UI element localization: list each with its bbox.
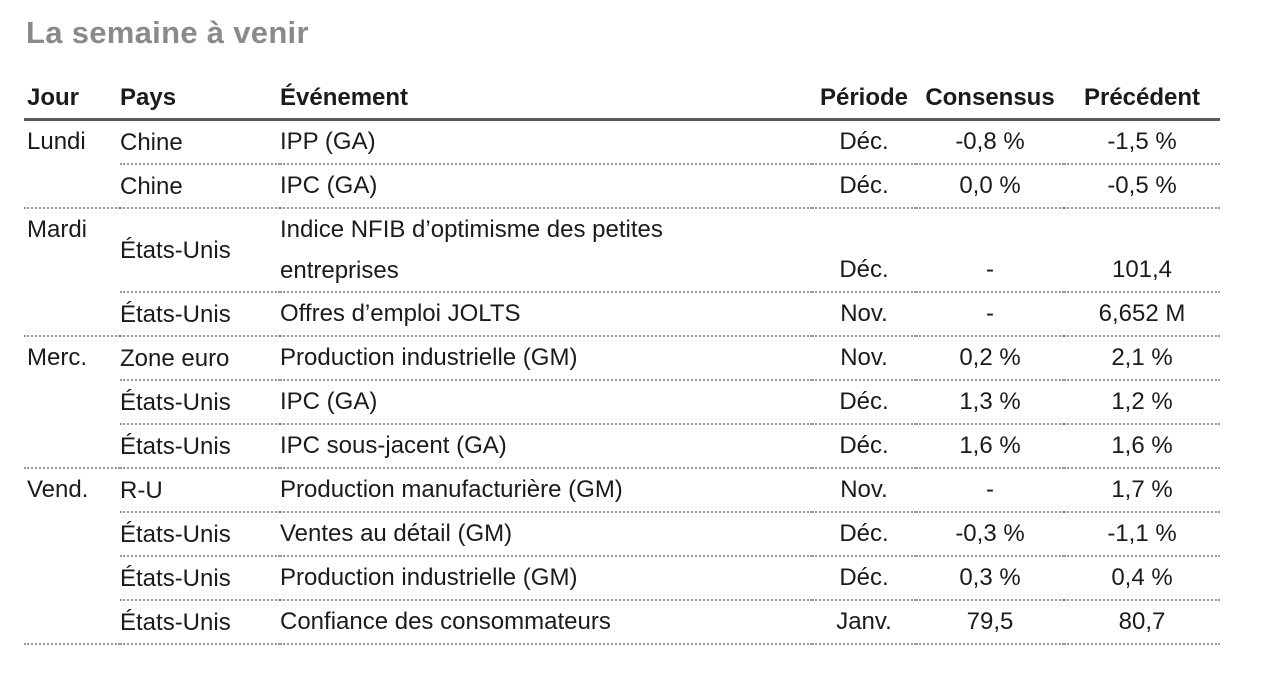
cell-jour bbox=[24, 600, 120, 645]
cell-periode: Déc. bbox=[812, 208, 916, 293]
cell-pays: États-Unis bbox=[120, 512, 280, 557]
cell-precedent: 2,1 % bbox=[1064, 336, 1220, 381]
column-header-evenement: Événement bbox=[280, 64, 812, 121]
cell-jour: Mardi bbox=[27, 216, 88, 243]
cell-jour bbox=[24, 512, 120, 556]
cell-precedent: 101,4 bbox=[1064, 208, 1220, 293]
cell-periode: Déc. bbox=[812, 512, 916, 557]
cell-evenement: Indice NFIB d’optimisme des petites entr… bbox=[280, 208, 812, 293]
event-row: Mardi États-Unis Indice NFIB d’optimisme d… bbox=[24, 208, 1220, 293]
event-row: États-Unis Production industrielle (GM) Dé… bbox=[24, 556, 1220, 601]
event-row: États-Unis IPC sous-jacent (GA) Déc. 1,6 % 1… bbox=[24, 424, 1220, 469]
column-header-pays: Pays bbox=[120, 64, 280, 121]
cell-pays: Chine bbox=[120, 119, 280, 165]
cell-consensus: 0,0 % bbox=[916, 164, 1064, 209]
cell-consensus: 0,2 % bbox=[916, 336, 1064, 381]
cell-evenement: Production manufacturière (GM) bbox=[280, 468, 812, 513]
cell-periode: Déc. bbox=[812, 380, 916, 425]
cell-pays: États-Unis bbox=[120, 208, 280, 293]
cell-jour bbox=[24, 292, 120, 337]
column-header-consensus: Consensus bbox=[916, 64, 1064, 121]
event-row: Chine IPC (GA) Déc. 0,0 % -0,5 % bbox=[24, 164, 1220, 209]
cell-pays: États-Unis bbox=[120, 424, 280, 469]
cell-periode: Déc. bbox=[812, 556, 916, 601]
table-header-row: Jour Pays Événement Période Consensus Pr… bbox=[24, 64, 1220, 121]
cell-periode: Déc. bbox=[812, 119, 916, 165]
event-row: États-Unis Confiance des consommateurs Jan… bbox=[24, 600, 1220, 645]
cell-periode: Déc. bbox=[812, 164, 916, 209]
cell-pays: États-Unis bbox=[120, 292, 280, 337]
cell-consensus: 79,5 bbox=[916, 600, 1064, 645]
cell-periode: Nov. bbox=[812, 292, 916, 337]
cell-evenement: Ventes au détail (GM) bbox=[280, 512, 812, 557]
cell-pays: Zone euro bbox=[120, 336, 280, 381]
cell-precedent: 1,2 % bbox=[1064, 380, 1220, 425]
cell-pays: R-U bbox=[120, 468, 280, 513]
page-title: La semaine à venir bbox=[26, 15, 309, 50]
cell-jour: Lundi bbox=[27, 128, 86, 155]
cell-consensus: -0,8 % bbox=[916, 119, 1064, 165]
cell-evenement: IPC sous-jacent (GA) bbox=[280, 424, 812, 469]
cell-precedent: -1,5 % bbox=[1064, 119, 1220, 165]
cell-pays: États-Unis bbox=[120, 556, 280, 601]
cell-precedent: -0,5 % bbox=[1064, 164, 1220, 209]
event-row: Lundi Chine IPP (GA) Déc. -0,8 % -1,5 % bbox=[24, 119, 1220, 165]
cell-consensus: - bbox=[916, 208, 1064, 293]
cell-jour bbox=[24, 380, 120, 424]
weekly-calendar-page: La semaine à venir Jour Pays Événement P… bbox=[24, 15, 1220, 645]
cell-precedent: 1,7 % bbox=[1064, 468, 1220, 513]
cell-consensus: -0,3 % bbox=[916, 512, 1064, 557]
cell-periode: Janv. bbox=[812, 600, 916, 645]
cell-evenement: IPC (GA) bbox=[280, 380, 812, 425]
cell-jour: Merc. bbox=[27, 344, 87, 371]
event-row: Merc. Zone euro Production industrielle (G… bbox=[24, 336, 1220, 381]
cell-pays: Chine bbox=[120, 164, 280, 209]
column-header-jour: Jour bbox=[24, 64, 120, 121]
event-row: Vend. R-U Production manufacturière (GM) No… bbox=[24, 468, 1220, 513]
cell-pays: États-Unis bbox=[120, 380, 280, 425]
economic-events-table: Jour Pays Événement Période Consensus Pr… bbox=[24, 64, 1220, 645]
cell-periode: Nov. bbox=[812, 468, 916, 513]
cell-periode: Déc. bbox=[812, 424, 916, 469]
cell-consensus: - bbox=[916, 292, 1064, 337]
cell-evenement: Production industrielle (GM) bbox=[280, 336, 812, 381]
cell-precedent: 0,4 % bbox=[1064, 556, 1220, 601]
cell-evenement: IPC (GA) bbox=[280, 164, 812, 209]
cell-consensus: 1,6 % bbox=[916, 424, 1064, 469]
cell-consensus: 0,3 % bbox=[916, 556, 1064, 601]
event-row: États-Unis Offres d’emploi JOLTS Nov. -6,65… bbox=[24, 292, 1220, 337]
column-header-periode: Période bbox=[812, 64, 916, 121]
cell-precedent: 1,6 % bbox=[1064, 424, 1220, 469]
cell-evenement: Confiance des consommateurs bbox=[280, 600, 812, 645]
column-header-precedent: Précédent bbox=[1064, 64, 1220, 121]
cell-precedent: 6,652 M bbox=[1064, 292, 1220, 337]
cell-evenement: IPP (GA) bbox=[280, 119, 812, 165]
cell-jour bbox=[24, 556, 120, 600]
cell-jour bbox=[24, 164, 120, 209]
cell-evenement: Production industrielle (GM) bbox=[280, 556, 812, 601]
cell-periode: Nov. bbox=[812, 336, 916, 381]
cell-precedent: -1,1 % bbox=[1064, 512, 1220, 557]
cell-evenement: Offres d’emploi JOLTS bbox=[280, 292, 812, 337]
event-row: États-Unis Ventes au détail (GM) Déc. -0,3 … bbox=[24, 512, 1220, 557]
cell-jour: Vend. bbox=[27, 476, 89, 503]
cell-consensus: 1,3 % bbox=[916, 380, 1064, 425]
cell-precedent: 80,7 bbox=[1064, 600, 1220, 645]
cell-jour bbox=[24, 424, 120, 469]
event-row: États-Unis IPC (GA) Déc. 1,3 % 1,2 % bbox=[24, 380, 1220, 425]
cell-consensus: - bbox=[916, 468, 1064, 513]
cell-pays: États-Unis bbox=[120, 600, 280, 645]
